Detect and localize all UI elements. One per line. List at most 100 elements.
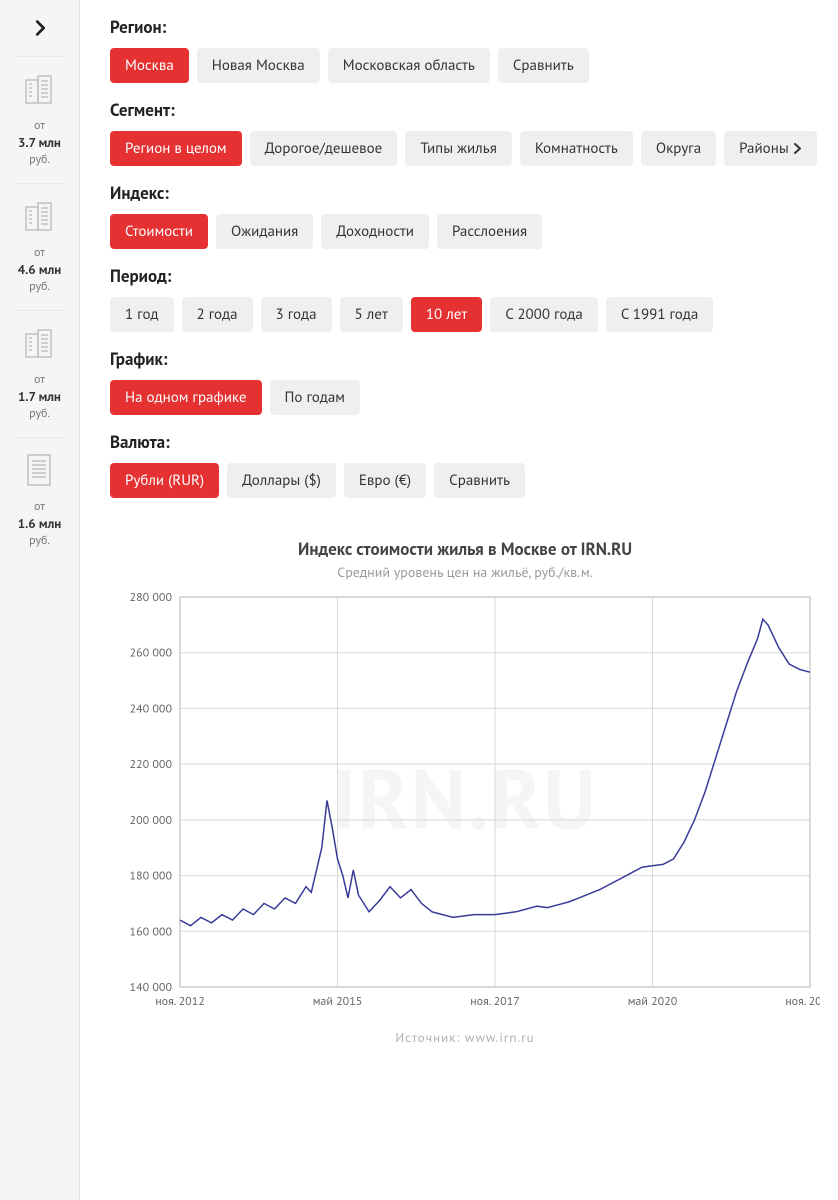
chip-segment-1[interactable]: Дорогое/дешевое <box>250 131 398 166</box>
chip-period-4[interactable]: 10 лет <box>411 297 483 332</box>
svg-text:260 000: 260 000 <box>130 646 173 661</box>
chip-region-1[interactable]: Новая Москва <box>197 48 320 83</box>
chip-period-6[interactable]: С 1991 года <box>606 297 713 332</box>
sidebar: от3.7 млнруб.от4.6 млнруб.от1.7 млнруб.о… <box>0 0 80 1200</box>
chip-label: С 1991 года <box>621 305 698 324</box>
chip-region-2[interactable]: Московская область <box>328 48 490 83</box>
chart-title: Индекс стоимости жилья в Москве от IRN.R… <box>110 538 820 560</box>
filter-label-segment: Сегмент: <box>110 99 820 121</box>
sidebar-from: от <box>34 372 45 387</box>
chip-currency-3[interactable]: Сравнить <box>434 463 525 498</box>
chip-index-1[interactable]: Ожидания <box>216 214 313 249</box>
svg-text:ноя. 2012: ноя. 2012 <box>155 994 205 1009</box>
chip-label: 3 года <box>276 305 317 324</box>
chip-label: Рубли (RUR) <box>125 471 204 490</box>
chip-period-3[interactable]: 5 лет <box>340 297 403 332</box>
chip-region-3[interactable]: Сравнить <box>498 48 589 83</box>
chip-label: Сравнить <box>449 471 510 490</box>
chip-segment-4[interactable]: Округа <box>641 131 716 166</box>
filter-label-currency: Валюта: <box>110 431 820 453</box>
chart-source: Источник: www.irn.ru <box>110 1029 820 1046</box>
chip-label: Сравнить <box>513 56 574 75</box>
chip-label: По годам <box>285 388 345 407</box>
svg-text:220 000: 220 000 <box>130 757 173 772</box>
chip-segment-2[interactable]: Типы жилья <box>405 131 512 166</box>
svg-text:180 000: 180 000 <box>130 869 173 884</box>
chip-label: Доходности <box>336 222 414 241</box>
chip-segment-5[interactable]: Районы <box>724 131 817 166</box>
svg-text:ноя. 2017: ноя. 2017 <box>470 994 520 1009</box>
chip-label: Ожидания <box>231 222 298 241</box>
svg-text:200 000: 200 000 <box>130 813 173 828</box>
chip-label: Дорогое/дешевое <box>265 139 383 158</box>
chip-index-2[interactable]: Доходности <box>321 214 429 249</box>
chart-plot: IRN.RU 140 000160 000180 000200 000220 0… <box>110 587 820 1027</box>
filter-chips-region: Москва Новая Москва Московская область Срав… <box>110 48 820 83</box>
chip-label: Новая Москва <box>212 56 305 75</box>
chip-label: Евро (€) <box>359 471 411 490</box>
sidebar-from: от <box>34 245 45 260</box>
chip-view-0[interactable]: На одном графике <box>110 380 262 415</box>
sidebar-price: 1.7 млн <box>18 388 61 405</box>
filter-index: Индекс: Стоимости Ожидания Доходности Рассло… <box>110 182 820 249</box>
sidebar-unit: руб. <box>29 279 50 294</box>
chip-segment-3[interactable]: Комнатность <box>520 131 633 166</box>
chip-view-1[interactable]: По годам <box>270 380 360 415</box>
chip-label: Доллары ($) <box>242 471 321 490</box>
filter-currency: Валюта: Рубли (RUR) Доллары ($) Евро (€) Сра… <box>110 431 820 498</box>
filter-region: Регион: Москва Новая Москва Московская обла… <box>110 16 820 83</box>
chip-period-2[interactable]: 3 года <box>261 297 332 332</box>
chip-label: Расслоения <box>452 222 527 241</box>
chart-svg: 140 000160 000180 000200 000220 000240 0… <box>110 587 820 1017</box>
filter-chips-segment: Регион в целом Дорогое/дешевое Типы жильяК… <box>110 131 820 166</box>
chip-segment-0[interactable]: Регион в целом <box>110 131 242 166</box>
chip-region-0[interactable]: Москва <box>110 48 189 83</box>
sidebar-unit: руб. <box>29 533 50 548</box>
chip-index-0[interactable]: Стоимости <box>110 214 208 249</box>
chevron-right-icon <box>793 140 802 159</box>
chip-label: 10 лет <box>426 305 468 324</box>
sidebar-price: 1.6 млн <box>18 515 62 532</box>
buildings-icon <box>21 198 57 239</box>
sidebar-card-2[interactable]: от1.7 млнруб. <box>14 310 66 437</box>
sidebar-card-0[interactable]: от3.7 млнруб. <box>14 56 66 183</box>
filter-chips-period: 1 год 2 года 3 года 5 лет 10 лет С 2000 года С… <box>110 297 820 332</box>
svg-text:май 2015: май 2015 <box>313 994 363 1009</box>
sidebar-card-1[interactable]: от4.6 млнруб. <box>14 183 66 310</box>
filter-chips-index: Стоимости Ожидания Доходности Расслоения <box>110 214 820 249</box>
chip-period-5[interactable]: С 2000 года <box>490 297 597 332</box>
chip-currency-1[interactable]: Доллары ($) <box>227 463 336 498</box>
chart-container: Индекс стоимости жилья в Москве от IRN.R… <box>110 538 820 1046</box>
filter-label-index: Индекс: <box>110 182 820 204</box>
sidebar-card-3[interactable]: от1.6 млнруб. <box>14 437 66 564</box>
svg-text:160 000: 160 000 <box>130 924 173 939</box>
chip-index-3[interactable]: Расслоения <box>437 214 542 249</box>
sidebar-unit: руб. <box>29 406 50 421</box>
svg-text:ноя. 2022: ноя. 2022 <box>785 994 820 1009</box>
svg-text:май 2020: май 2020 <box>628 994 678 1009</box>
buildings-icon <box>21 325 57 366</box>
chip-currency-0[interactable]: Рубли (RUR) <box>110 463 219 498</box>
filter-view: График: На одном графике По годам <box>110 348 820 415</box>
chip-label: 5 лет <box>355 305 388 324</box>
chip-label: На одном графике <box>125 388 247 407</box>
chip-currency-2[interactable]: Евро (€) <box>344 463 426 498</box>
sidebar-from: от <box>34 499 45 514</box>
sidebar-price: 3.7 млн <box>18 134 61 151</box>
chart-subtitle: Средний уровень цен на жильё, руб./кв.м. <box>110 563 820 581</box>
chip-label: Регион в целом <box>125 139 227 158</box>
chip-label: Стоимости <box>125 222 193 241</box>
sidebar-from: от <box>34 118 45 133</box>
chip-label: Москва <box>125 56 174 75</box>
chip-label: Округа <box>656 139 701 158</box>
chip-period-1[interactable]: 2 года <box>182 297 253 332</box>
filter-label-view: График: <box>110 348 820 370</box>
document-icon <box>23 452 55 493</box>
chip-label: 2 года <box>197 305 238 324</box>
filter-label-region: Регион: <box>110 16 820 38</box>
svg-text:240 000: 240 000 <box>130 701 173 716</box>
buildings-icon <box>21 71 57 112</box>
sidebar-price: 4.6 млн <box>18 261 62 278</box>
chip-period-0[interactable]: 1 год <box>110 297 174 332</box>
sidebar-expand-button[interactable] <box>0 0 79 56</box>
